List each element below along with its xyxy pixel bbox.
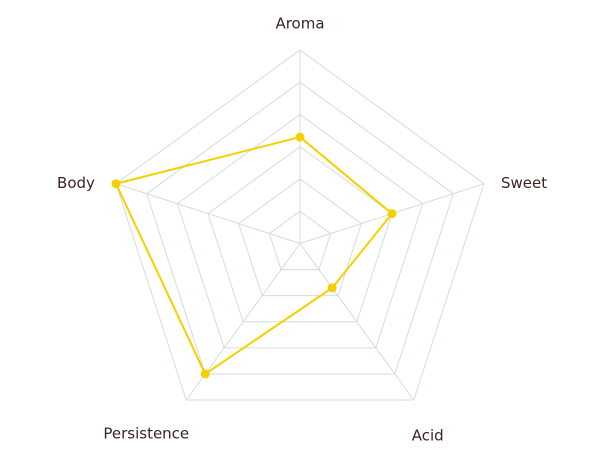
grid-ring [176,113,424,349]
data-point [295,132,305,142]
grid-ring [238,178,362,297]
axis-label: Sweet [501,174,547,192]
grid-ring [268,210,332,271]
grid-ring [115,49,485,401]
series-line [114,135,394,376]
axis-label: Aroma [275,15,324,33]
data-point [327,283,337,293]
data-point [387,209,397,219]
axis-spoke [115,183,301,244]
axis-label: Acid [412,427,444,445]
data-point [111,179,121,189]
data-point [200,369,210,379]
axis-label: Body [57,174,95,192]
grid-ring [207,146,393,323]
axis-spoke [299,243,415,401]
axis-label: Persistence [103,425,189,443]
grid-ring [146,81,454,375]
